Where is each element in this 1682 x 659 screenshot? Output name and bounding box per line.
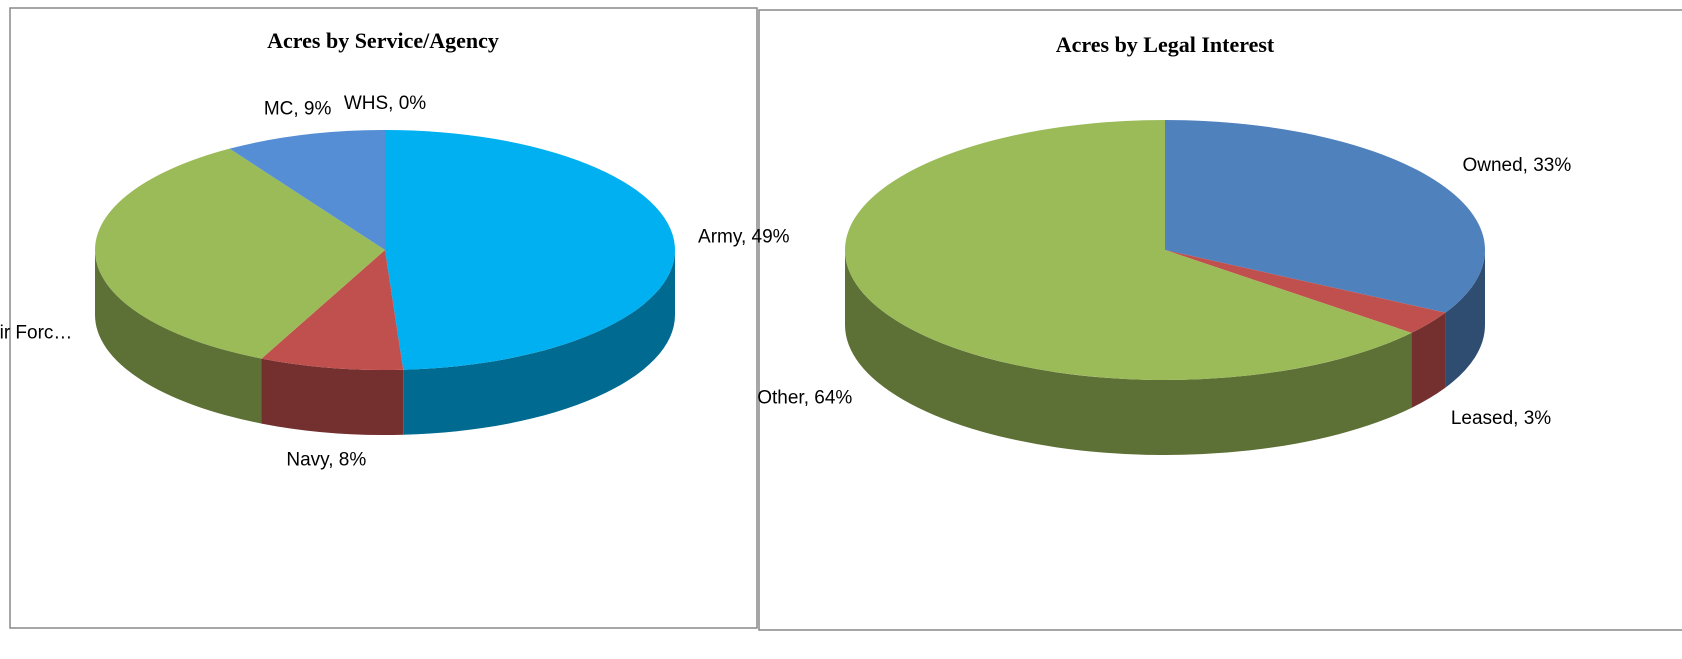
slice-side — [845, 250, 1412, 455]
panel-border — [9, 7, 758, 629]
data-label: Army, 49% — [698, 227, 790, 248]
panel-border — [758, 9, 1682, 631]
slice — [229, 130, 385, 250]
slice — [1165, 250, 1446, 333]
slice-side — [403, 250, 675, 435]
slice-side — [261, 358, 404, 435]
data-label: Owned, 33% — [1462, 155, 1571, 176]
slice — [385, 130, 676, 370]
chart-title: Acres by Service/Agency — [267, 28, 499, 53]
slice — [261, 250, 404, 371]
slice-side — [95, 250, 262, 424]
slice-side — [1445, 250, 1485, 388]
data-label: MC, 9% — [264, 98, 332, 119]
slice-side — [1411, 312, 1446, 408]
data-label: Air Forc… — [0, 323, 72, 344]
slice — [94, 148, 385, 359]
data-label: Other, 64% — [757, 388, 852, 409]
data-label: Navy, 8% — [286, 450, 366, 471]
chart-title: Acres by Legal Interest — [1056, 32, 1275, 57]
slice — [1165, 120, 1486, 313]
data-label: Leased, 3% — [1451, 408, 1551, 429]
data-label: WHS, 0% — [344, 93, 426, 114]
slice — [845, 120, 1412, 380]
